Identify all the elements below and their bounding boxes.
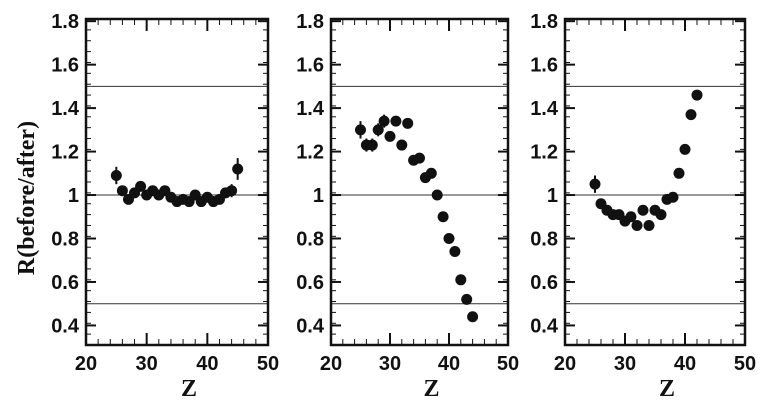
data-point bbox=[355, 124, 366, 136]
x-tick-label: 50 bbox=[734, 353, 756, 375]
x-axis-title: Z bbox=[423, 376, 439, 402]
data-point bbox=[226, 185, 238, 197]
y-tick-label: 0.6 bbox=[296, 272, 324, 294]
plot-frame bbox=[84, 17, 270, 347]
data-point bbox=[455, 274, 467, 286]
y-tick-label: 1 bbox=[547, 185, 558, 207]
x-tick-label: 50 bbox=[257, 353, 279, 375]
data-point bbox=[685, 109, 697, 121]
plot-frame bbox=[329, 17, 510, 347]
plot-frame bbox=[563, 17, 747, 347]
y-tick-label: 0.6 bbox=[530, 272, 558, 294]
y-tick-label: 1 bbox=[68, 185, 79, 207]
x-tick-label: 40 bbox=[438, 353, 460, 375]
y-tick-label: 1.8 bbox=[296, 11, 324, 33]
data-point bbox=[110, 169, 122, 181]
x-tick-label: 20 bbox=[320, 353, 342, 375]
data-point bbox=[366, 139, 378, 151]
data-point bbox=[384, 130, 396, 142]
x-tick-label: 50 bbox=[497, 353, 519, 375]
y-tick-label: 0.4 bbox=[530, 315, 559, 337]
data-point bbox=[691, 89, 703, 101]
x-axis-title: Z bbox=[659, 376, 675, 402]
data-point bbox=[378, 115, 390, 127]
data-point bbox=[461, 293, 473, 305]
y-tick-label: 1.6 bbox=[530, 55, 558, 77]
x-tick-label: 30 bbox=[614, 353, 636, 375]
x-tick-label: 20 bbox=[554, 353, 576, 375]
data-point bbox=[437, 211, 449, 223]
y-tick-label: 1.2 bbox=[296, 142, 324, 164]
y-tick-label: 0.8 bbox=[51, 229, 79, 251]
data-point bbox=[396, 139, 408, 151]
y-tick-label: 1.2 bbox=[51, 142, 79, 164]
panel-3: 0.4 0.6 0.8 1 1.2 1.4 1.6 1.8 20 30 40 50 Z bbox=[530, 11, 756, 402]
y-tick-label: 1.2 bbox=[530, 142, 558, 164]
y-tick-label: 1 bbox=[313, 185, 324, 207]
data-point bbox=[679, 143, 691, 155]
x-tick-label: 20 bbox=[75, 353, 97, 375]
data-point bbox=[443, 233, 455, 245]
x-tick-label: 40 bbox=[674, 353, 696, 375]
y-tick-label: 1.4 bbox=[530, 98, 559, 120]
x-tick-label: 30 bbox=[136, 353, 158, 375]
data-point bbox=[637, 204, 649, 216]
x-tick-label: 30 bbox=[379, 353, 401, 375]
data-point bbox=[655, 209, 667, 221]
data-point bbox=[402, 117, 414, 129]
data-point bbox=[667, 191, 679, 203]
data-point bbox=[643, 219, 655, 231]
data-point bbox=[673, 167, 685, 179]
y-tick-label: 0.4 bbox=[51, 315, 80, 337]
y-tick-label: 0.8 bbox=[296, 229, 324, 251]
data-point bbox=[116, 185, 128, 197]
x-axis-title: Z bbox=[181, 376, 197, 402]
y-tick-label: 0.8 bbox=[530, 229, 558, 251]
data-point bbox=[232, 163, 244, 175]
panel-2: 0.4 0.6 0.8 1 1.2 1.4 1.6 1.8 20 30 40 50 Z bbox=[296, 11, 519, 402]
data-point bbox=[589, 178, 601, 190]
y-tick-label: 1.6 bbox=[296, 55, 324, 77]
y-axis-title: R(before/after) bbox=[14, 121, 40, 275]
data-point bbox=[467, 311, 479, 323]
data-point bbox=[135, 180, 147, 192]
data-point bbox=[449, 246, 461, 258]
y-tick-label: 1.8 bbox=[530, 11, 558, 33]
panels: 0.4 0.6 0.8 1 1.2 1.4 1.6 1.8 20 30 40 50 Z 0.4 0.6 0.8… bbox=[51, 11, 756, 402]
y-tick-label: 1.4 bbox=[51, 98, 80, 120]
panel-1: 0.4 0.6 0.8 1 1.2 1.4 1.6 1.8 20 30 40 50 Z bbox=[51, 11, 279, 402]
y-tick-label: 0.6 bbox=[51, 272, 79, 294]
data-point bbox=[390, 115, 402, 127]
data-point bbox=[625, 211, 637, 223]
x-tick-label: 40 bbox=[196, 353, 218, 375]
data-point bbox=[414, 152, 425, 164]
y-tick-label: 1.8 bbox=[51, 11, 79, 33]
data-point bbox=[372, 124, 384, 136]
y-tick-label: 1.4 bbox=[296, 98, 325, 120]
y-tick-label: 0.4 bbox=[296, 315, 325, 337]
data-point bbox=[431, 189, 443, 201]
y-tick-label: 1.6 bbox=[51, 55, 79, 77]
data-point bbox=[631, 219, 643, 231]
data-point bbox=[425, 167, 437, 179]
